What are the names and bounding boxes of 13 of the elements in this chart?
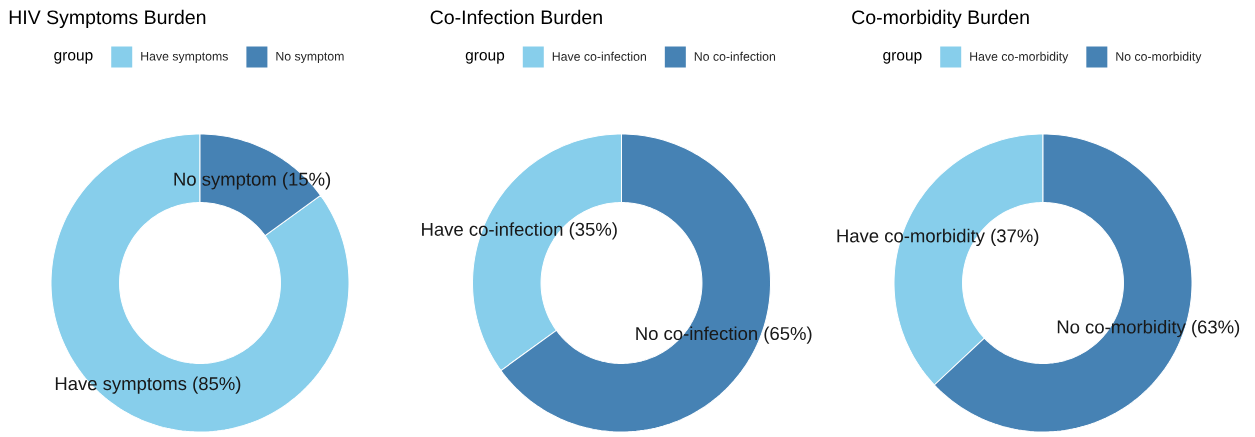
legend-label: No symptom [276,52,344,64]
legend-title: group [54,52,93,64]
legend-title: group [465,52,505,64]
legend-label: Have co-infection [552,51,646,61]
chart-title: Co-Infection Burden [430,9,602,25]
legend-title: group [883,52,922,64]
chart-title: Co-morbidity Burden [852,9,1029,29]
legend-label: No co-morbidity [1116,51,1202,64]
chart-title: HIV Symptoms Burden [9,9,206,29]
data-label: Have symptoms (85%) [55,376,241,394]
legend-label: Have co-morbidity [970,51,1069,64]
legend-label: Have symptoms [141,52,228,64]
legend-label: No co-infection [694,51,776,61]
